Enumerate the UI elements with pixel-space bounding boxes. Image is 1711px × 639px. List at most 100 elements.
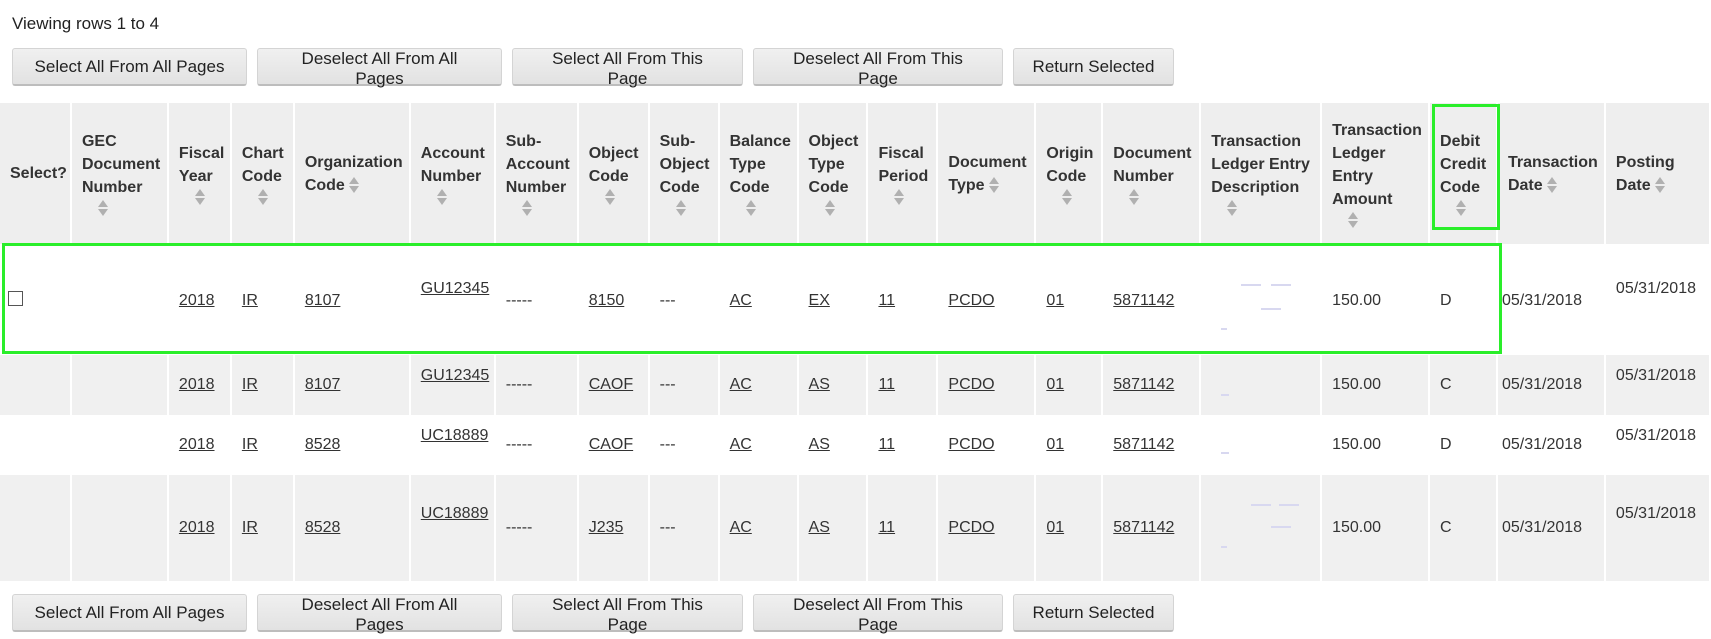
object-code-link[interactable]: CAOF (588, 376, 634, 393)
account-number-link[interactable]: UC18889 (420, 427, 489, 444)
redacted-description (1211, 428, 1301, 458)
object-code-link[interactable]: CAOF (588, 436, 634, 453)
select-all-all-pages-button[interactable]: Select All From All Pages (12, 48, 247, 86)
sort-icon[interactable] (1348, 211, 1359, 229)
organization-code-link[interactable]: 8528 (304, 436, 341, 453)
origin-code-link[interactable]: 01 (1046, 519, 1065, 536)
deselect-all-all-pages-button[interactable]: Deselect All From All Pages (257, 48, 502, 88)
col-debit-credit-code[interactable]: Debit Credit Code (1429, 103, 1498, 246)
balance-type-link[interactable]: AC (729, 436, 752, 453)
amount-cell: 150.00 (1321, 415, 1431, 475)
deselect-all-this-page-button[interactable]: Deselect All From This Page (753, 594, 1003, 634)
object-code-link[interactable]: 8150 (588, 291, 625, 309)
object-type-link[interactable]: AS (808, 436, 830, 453)
sort-icon[interactable] (1456, 199, 1467, 217)
sort-icon[interactable] (745, 199, 756, 217)
col-account-number[interactable]: Account Number (409, 103, 496, 246)
account-number-link[interactable]: UC18889 (420, 505, 489, 522)
document-number-link[interactable]: 5871142 (1113, 291, 1175, 309)
col-transaction-date[interactable]: Transaction Date (1496, 103, 1606, 246)
col-document-type[interactable]: Document Type (937, 103, 1037, 246)
col-sub-object-code[interactable]: Sub-Object Code (648, 103, 720, 246)
chart-code-link[interactable]: IR (241, 436, 258, 453)
object-type-link[interactable]: AS (808, 519, 830, 536)
sort-icon[interactable] (824, 199, 835, 217)
origin-code-link[interactable]: 01 (1046, 376, 1065, 393)
sort-icon[interactable] (894, 188, 905, 206)
col-transaction-description[interactable]: Transaction Ledger Entry Description (1200, 103, 1323, 246)
sort-icon[interactable] (521, 199, 532, 217)
col-fiscal-year[interactable]: Fiscal Year (167, 103, 232, 246)
origin-code-link[interactable]: 01 (1046, 436, 1065, 453)
sort-icon[interactable] (604, 188, 615, 206)
select-all-this-page-button[interactable]: Select All From This Page (512, 48, 743, 88)
origin-code-link[interactable]: 01 (1046, 291, 1065, 309)
document-type-link[interactable]: PCDO (948, 291, 995, 309)
deselect-all-all-pages-button[interactable]: Deselect All From All Pages (257, 594, 502, 634)
select-all-this-page-button[interactable]: Select All From This Page (512, 594, 743, 634)
fiscal-year-link[interactable]: 2018 (178, 436, 215, 453)
sort-icon[interactable] (1546, 176, 1557, 194)
sort-icon[interactable] (348, 176, 359, 194)
object-type-link[interactable]: EX (808, 291, 830, 309)
account-number-link[interactable]: GU12345 (420, 280, 490, 297)
sort-icon[interactable] (1129, 188, 1140, 206)
document-number-link[interactable]: 5871142 (1113, 519, 1175, 536)
col-chart-code[interactable]: Chart Code (230, 103, 295, 246)
deselect-all-this-page-button[interactable]: Deselect All From This Page (753, 48, 1003, 88)
balance-type-link[interactable]: AC (729, 519, 752, 536)
document-type-link[interactable]: PCDO (948, 436, 995, 453)
col-document-number[interactable]: Document Number (1102, 103, 1202, 246)
chart-code-link[interactable]: IR (241, 291, 258, 309)
row-select-checkbox[interactable] (8, 290, 23, 306)
fiscal-year-link[interactable]: 2018 (178, 376, 215, 393)
sort-icon[interactable] (675, 199, 686, 217)
gec-document-number-cell (70, 355, 169, 415)
document-type-link[interactable]: PCDO (948, 376, 995, 393)
organization-code-link[interactable]: 8107 (304, 376, 341, 393)
fiscal-year-link[interactable]: 2018 (178, 519, 215, 536)
chart-code-link[interactable]: IR (241, 376, 258, 393)
object-type-link[interactable]: AS (808, 376, 830, 393)
viewing-rows-status: Viewing rows 1 to 4 (12, 14, 160, 33)
document-number-link[interactable]: 5871142 (1113, 436, 1175, 453)
col-object-code[interactable]: Object Code (577, 103, 650, 246)
fiscal-year-link[interactable]: 2018 (178, 291, 215, 309)
account-number-link[interactable]: GU12345 (420, 367, 490, 384)
sort-icon[interactable] (1062, 188, 1073, 206)
organization-code-link[interactable]: 8528 (304, 519, 341, 536)
sort-icon[interactable] (194, 188, 205, 206)
col-transaction-amount[interactable]: Transaction Ledger Entry Amount (1321, 103, 1431, 246)
balance-type-link[interactable]: AC (729, 291, 752, 309)
fiscal-period-link[interactable]: 11 (878, 291, 896, 309)
fiscal-period-link[interactable]: 11 (878, 376, 896, 393)
document-type-link[interactable]: PCDO (948, 519, 995, 536)
col-posting-date[interactable]: Posting Date (1604, 103, 1711, 246)
chart-code-link[interactable]: IR (241, 519, 258, 536)
fiscal-period-link[interactable]: 11 (878, 436, 896, 453)
sort-icon[interactable] (988, 176, 999, 194)
fiscal-period-link[interactable]: 11 (878, 519, 896, 536)
col-gec-document-number[interactable]: GEC Document Number (70, 103, 169, 246)
sub-account-cell: ----- (494, 245, 579, 355)
sort-icon[interactable] (257, 188, 268, 206)
col-balance-type-code[interactable]: Balance Type Code (718, 103, 799, 246)
sort-icon[interactable] (436, 188, 447, 206)
sort-icon[interactable] (1654, 176, 1665, 194)
col-sub-account-number[interactable]: Sub-Account Number (494, 103, 579, 246)
col-object-type-code[interactable]: Object Type Code (797, 103, 869, 246)
sort-icon[interactable] (97, 199, 108, 217)
sub-object-cell: --- (648, 415, 720, 475)
sort-icon[interactable] (1227, 199, 1238, 217)
organization-code-link[interactable]: 8107 (304, 291, 341, 309)
select-all-all-pages-button[interactable]: Select All From All Pages (12, 594, 247, 632)
return-selected-button[interactable]: Return Selected (1013, 48, 1174, 86)
col-fiscal-period[interactable]: Fiscal Period (867, 103, 939, 246)
transaction-date-cell: 05/31/2018 (1496, 415, 1606, 475)
object-code-link[interactable]: J235 (588, 519, 624, 536)
return-selected-button[interactable]: Return Selected (1013, 594, 1174, 632)
document-number-link[interactable]: 5871142 (1113, 376, 1175, 393)
balance-type-link[interactable]: AC (729, 376, 752, 393)
col-organization-code[interactable]: Organization Code (293, 103, 411, 246)
col-origin-code[interactable]: Origin Code (1035, 103, 1104, 246)
